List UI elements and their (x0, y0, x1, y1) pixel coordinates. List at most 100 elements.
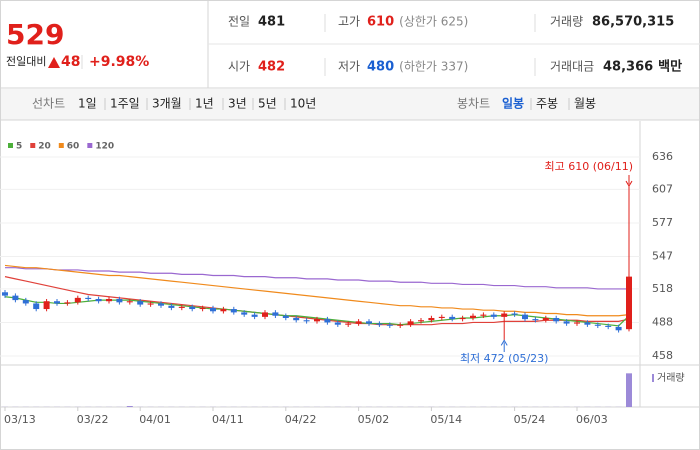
stat-note: (상한가 625) (399, 15, 468, 29)
period-tab[interactable]: 1일 (78, 97, 97, 111)
legend-label: 20 (38, 142, 51, 152)
candle-body (438, 316, 445, 318)
candle-body (501, 313, 508, 317)
stat-label: 고가 (338, 15, 360, 29)
ma-line (5, 267, 629, 290)
x-tick-label: 06/03 (576, 413, 608, 426)
candle-body (542, 317, 549, 321)
candle-tab[interactable]: 월봉 (574, 97, 596, 111)
stat-unit: 백만 (658, 59, 682, 75)
x-tick-label: 05/24 (514, 413, 546, 426)
x-tick-label: 04/11 (212, 413, 244, 426)
candle-body (2, 292, 8, 296)
tab-group-label: 선차트 (32, 97, 65, 111)
stat-value: 610 (367, 15, 394, 30)
change-label: 전일대비 (6, 54, 46, 68)
y-tick-label: 488 (652, 315, 673, 328)
candle-body (376, 323, 383, 325)
annotation-arrowhead (625, 180, 633, 188)
candle-body (397, 324, 404, 326)
candle-body (262, 312, 268, 317)
candle-body (605, 325, 612, 327)
candle-body (189, 306, 196, 310)
volume-legend-swatch (652, 374, 654, 382)
candle-body (594, 324, 601, 326)
candle-body (626, 276, 632, 330)
period-tab[interactable]: 5년 (258, 97, 277, 111)
candle-body (584, 322, 591, 325)
legend-label: 5 (16, 142, 22, 152)
low-annotation: 최저 472 (05/23) (460, 352, 549, 365)
candle-body (511, 313, 518, 315)
candle-body (532, 319, 539, 321)
candle-body (459, 317, 466, 320)
period-tab[interactable]: 1년 (195, 97, 214, 111)
stat-value: 48,366 (603, 60, 653, 75)
candle-body (106, 298, 112, 302)
tab-bar (1, 89, 699, 120)
period-tab[interactable]: 3년 (228, 97, 247, 111)
candle-body (230, 309, 237, 313)
legend-label: 60 (67, 142, 80, 152)
candle-body (490, 314, 497, 317)
legend-swatch (58, 143, 64, 148)
candle-body (293, 317, 300, 321)
candle-body (355, 321, 362, 324)
candle-body (64, 302, 71, 304)
period-tab[interactable]: 3개월 (152, 97, 182, 111)
annotation-arrowhead (500, 339, 508, 346)
tab-group-label: 봉차트 (457, 97, 490, 111)
candle-body (574, 322, 580, 324)
y-tick-label: 577 (652, 216, 673, 229)
x-tick-label: 05/02 (358, 413, 390, 426)
candle-body (563, 321, 570, 324)
candle-body (220, 309, 227, 312)
candle-body (522, 314, 528, 320)
legend-swatch (30, 143, 36, 148)
candle-body (22, 300, 29, 304)
candle-body (272, 312, 279, 316)
legend-swatch (8, 143, 13, 148)
candle-body (615, 326, 622, 331)
volume-bar (626, 373, 632, 407)
candle-body (480, 314, 487, 316)
x-tick-label: 03/13 (4, 413, 36, 426)
change-pct: +9.98% (89, 54, 149, 70)
candle-body (168, 305, 175, 308)
candle-body (324, 319, 331, 323)
y-tick-label: 518 (652, 282, 673, 295)
x-tick-label: 04/22 (285, 413, 317, 426)
candle-body (428, 317, 435, 321)
candle-body (470, 315, 476, 318)
candle-body (251, 314, 258, 317)
period-tab[interactable]: 1주일 (110, 97, 140, 111)
high-annotation: 최고 610 (06/11) (544, 160, 633, 173)
candle-body (137, 301, 144, 305)
candle-body (241, 312, 248, 315)
y-tick-label: 458 (652, 349, 673, 362)
y-tick-label: 636 (652, 150, 673, 163)
change: 48 (61, 54, 80, 70)
candle-body (33, 303, 40, 310)
legend-swatch (87, 143, 93, 148)
stat-value: 86,570,315 (592, 15, 674, 30)
volume-legend: 거래량 (657, 372, 685, 384)
candle-body (282, 315, 289, 318)
x-tick-label: 03/22 (77, 413, 109, 426)
candle-body (553, 317, 560, 322)
candle-body (210, 307, 216, 312)
candle-body (334, 322, 341, 325)
up-icon (48, 57, 60, 68)
price: 529 (6, 18, 64, 51)
candle-body (407, 321, 414, 325)
candle-body (366, 321, 372, 324)
candle-tab[interactable]: 주봉 (536, 97, 558, 111)
candle-body (418, 320, 424, 322)
y-tick-label: 547 (652, 250, 673, 263)
candle-tab[interactable]: 일봉 (502, 97, 524, 111)
x-tick-label: 05/14 (430, 413, 462, 426)
period-tab[interactable]: 10년 (290, 97, 316, 111)
candle-body (386, 324, 393, 326)
